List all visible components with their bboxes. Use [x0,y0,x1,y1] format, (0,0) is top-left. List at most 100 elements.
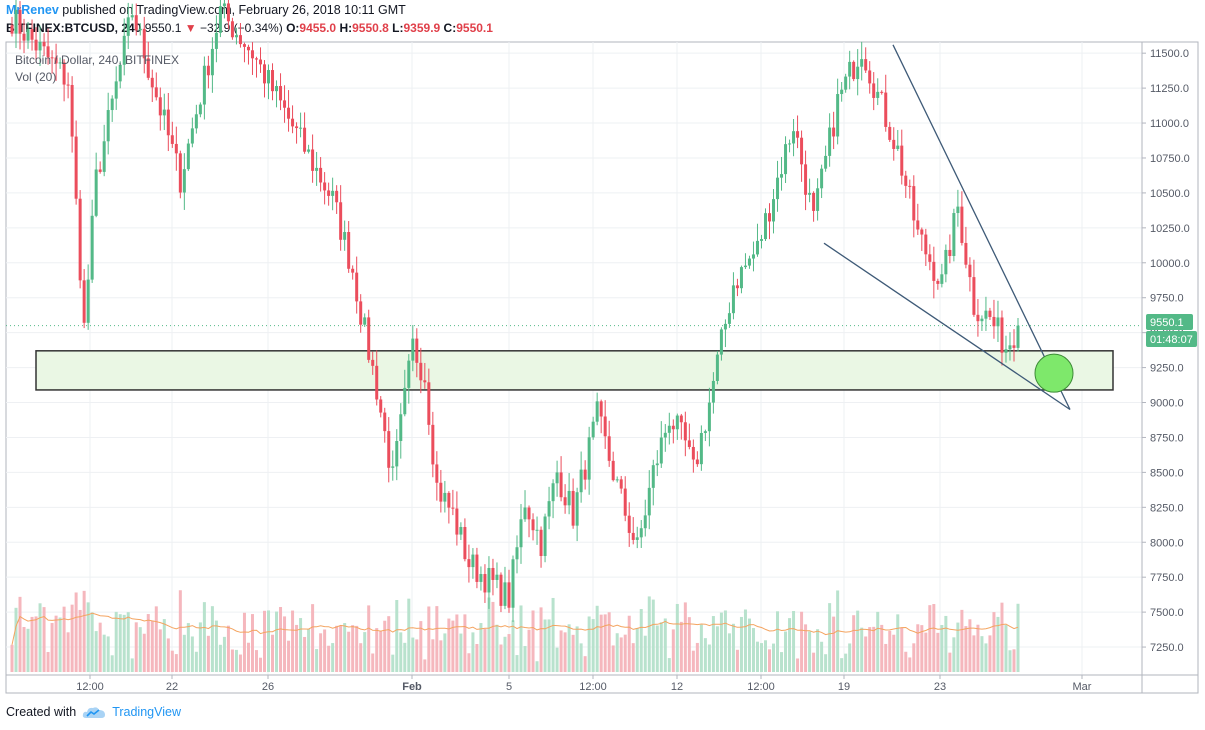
volume-bar [487,597,491,672]
candle-body [70,84,74,137]
volume-bar [956,622,960,672]
price-tick-label: 9250.0 [1150,363,1184,375]
volume-bar [66,632,70,672]
candle-body [1016,325,1020,348]
volume-bar [551,597,555,672]
time-tick-label: Mar [1073,681,1092,693]
volume-bar [118,614,122,672]
created-with-label: Created with [6,705,77,719]
candle-body [387,431,391,468]
candle-body [615,479,619,481]
candle-body [595,401,599,422]
candle-body [178,153,182,193]
candle-body [784,144,788,175]
volume-bar [14,607,18,672]
volume-bar [238,654,242,672]
volume-bar [463,614,467,672]
volume-bar [727,633,731,672]
candle-body [267,70,271,84]
candle-body [291,118,295,127]
candle-body [263,64,267,84]
volume-bar [359,643,363,672]
candle-body [463,527,467,560]
volume-bar [158,629,162,672]
volume-bar [675,603,679,672]
volume-bar [483,628,487,672]
volume-bar [279,606,283,672]
volume-bar [479,623,483,672]
candle-body [18,9,22,34]
candle-body [507,582,511,608]
candle-body [535,529,539,531]
price-tick-label: 8750.0 [1150,432,1184,444]
volume-bar [992,612,996,672]
time-tick-label: 26 [262,681,274,693]
volume-bar [631,643,635,672]
candle-body [992,316,996,327]
candle-body [194,114,198,129]
candle-body [551,483,555,502]
close-value: 9550.1 [456,21,493,35]
volume-bar [371,653,375,672]
candle-body [635,537,639,540]
candle-body [22,33,26,41]
candle-body [792,131,796,144]
volume-bar [499,644,503,672]
volume-bar [178,590,182,672]
candle-body [234,35,238,38]
candle-body [1000,317,1004,353]
candle-body [451,507,455,509]
volume-bar [150,620,154,672]
volume-bar [258,657,262,672]
tradingview-brand: TradingView [112,705,181,719]
volume-bar [832,616,836,672]
candle-body [583,469,587,480]
volume-bar [567,624,571,672]
volume-bar [218,644,222,672]
volume-bar [695,642,699,672]
candle-body [900,145,904,176]
volume-bar [655,625,659,672]
candle-body [14,9,18,34]
volume-bar [126,612,130,672]
price-axis[interactable]: 11500.0 11250.0 11000.0 10750.0 10500.0 10250… [1141,42,1190,693]
time-axis[interactable]: 12:00 22 26 Feb 5 12:00 12 12:00 19 23 Mar [6,674,1198,693]
volume-bar [860,627,864,672]
countdown-tag: 01:48:07 [1146,331,1197,347]
candle-body [26,29,30,41]
candle-body [671,425,675,430]
candle-body [896,145,900,149]
candle-body [242,44,246,47]
volume-bar [287,640,291,672]
candle-body [254,58,258,60]
candle-body [46,46,50,58]
volume-bar [852,615,856,672]
candle-body [419,362,423,381]
volume-bar [1000,602,1004,672]
candle-body [162,109,166,116]
candle-body [399,414,403,441]
volume-bars [10,590,1020,672]
close-label: C: [443,21,457,35]
volume-bar [395,600,399,672]
candle-body [675,415,679,430]
volume-bar [924,632,928,672]
volume-bar [872,626,876,672]
volume-bar [511,620,515,672]
price-chart[interactable]: 11500.0 11250.0 11000.0 10750.0 10500.0 10250… [0,0,1205,700]
volume-bar [603,614,607,672]
volume-bar [543,619,547,672]
volume-bar [980,636,984,672]
volume-bar [627,615,631,672]
candle-body [972,277,976,315]
volume-bar [347,631,351,672]
candle-body [928,254,932,262]
tradingview-logo[interactable]: TradingView [82,705,181,719]
volume-bar [363,632,367,672]
candle-body [643,515,647,529]
open-label: O: [286,21,300,35]
legend-title: Bitcoin / Dollar, 240, BITFINEX [15,53,179,67]
candle-body [627,515,631,533]
volume-bar [691,650,695,672]
volume-bar [884,643,888,672]
